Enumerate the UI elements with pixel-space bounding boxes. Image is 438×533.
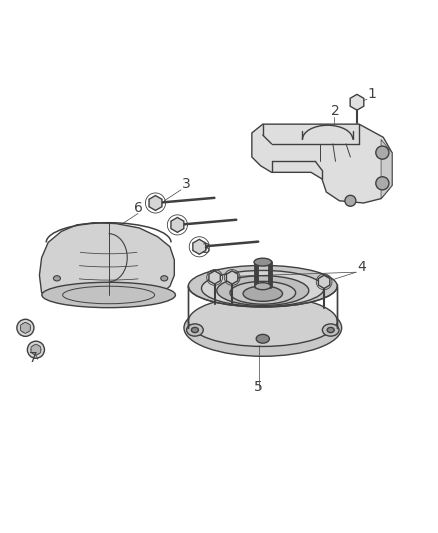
Ellipse shape bbox=[188, 296, 337, 346]
Polygon shape bbox=[381, 140, 392, 199]
Ellipse shape bbox=[187, 324, 203, 336]
Ellipse shape bbox=[243, 286, 283, 301]
Ellipse shape bbox=[188, 265, 337, 307]
Ellipse shape bbox=[256, 334, 269, 343]
Ellipse shape bbox=[27, 341, 45, 358]
Ellipse shape bbox=[376, 177, 389, 190]
Text: 2: 2 bbox=[331, 104, 339, 118]
Text: 3: 3 bbox=[182, 176, 191, 191]
Ellipse shape bbox=[201, 270, 324, 306]
Ellipse shape bbox=[327, 327, 334, 333]
Text: 6: 6 bbox=[134, 201, 142, 215]
Ellipse shape bbox=[191, 327, 198, 333]
Polygon shape bbox=[149, 196, 162, 211]
Ellipse shape bbox=[254, 258, 272, 266]
Polygon shape bbox=[209, 271, 220, 284]
Polygon shape bbox=[350, 94, 364, 110]
Ellipse shape bbox=[376, 146, 389, 159]
Ellipse shape bbox=[255, 282, 271, 290]
Polygon shape bbox=[21, 322, 30, 334]
Ellipse shape bbox=[42, 282, 175, 308]
Ellipse shape bbox=[31, 345, 41, 354]
Ellipse shape bbox=[322, 324, 339, 336]
Ellipse shape bbox=[21, 323, 30, 333]
Polygon shape bbox=[193, 239, 206, 254]
Polygon shape bbox=[39, 223, 174, 301]
Text: 3: 3 bbox=[201, 243, 210, 256]
Polygon shape bbox=[318, 275, 330, 288]
Ellipse shape bbox=[53, 276, 60, 281]
Polygon shape bbox=[252, 124, 392, 203]
Polygon shape bbox=[226, 271, 238, 284]
Ellipse shape bbox=[230, 281, 296, 304]
Ellipse shape bbox=[217, 276, 309, 305]
Text: 1: 1 bbox=[368, 87, 377, 101]
Text: 7: 7 bbox=[28, 351, 37, 365]
Ellipse shape bbox=[345, 195, 356, 206]
Polygon shape bbox=[171, 217, 184, 232]
Text: 4: 4 bbox=[357, 260, 366, 274]
Ellipse shape bbox=[184, 300, 342, 356]
Ellipse shape bbox=[161, 276, 168, 281]
Ellipse shape bbox=[17, 319, 34, 336]
Text: 5: 5 bbox=[254, 381, 263, 394]
Polygon shape bbox=[31, 344, 41, 356]
